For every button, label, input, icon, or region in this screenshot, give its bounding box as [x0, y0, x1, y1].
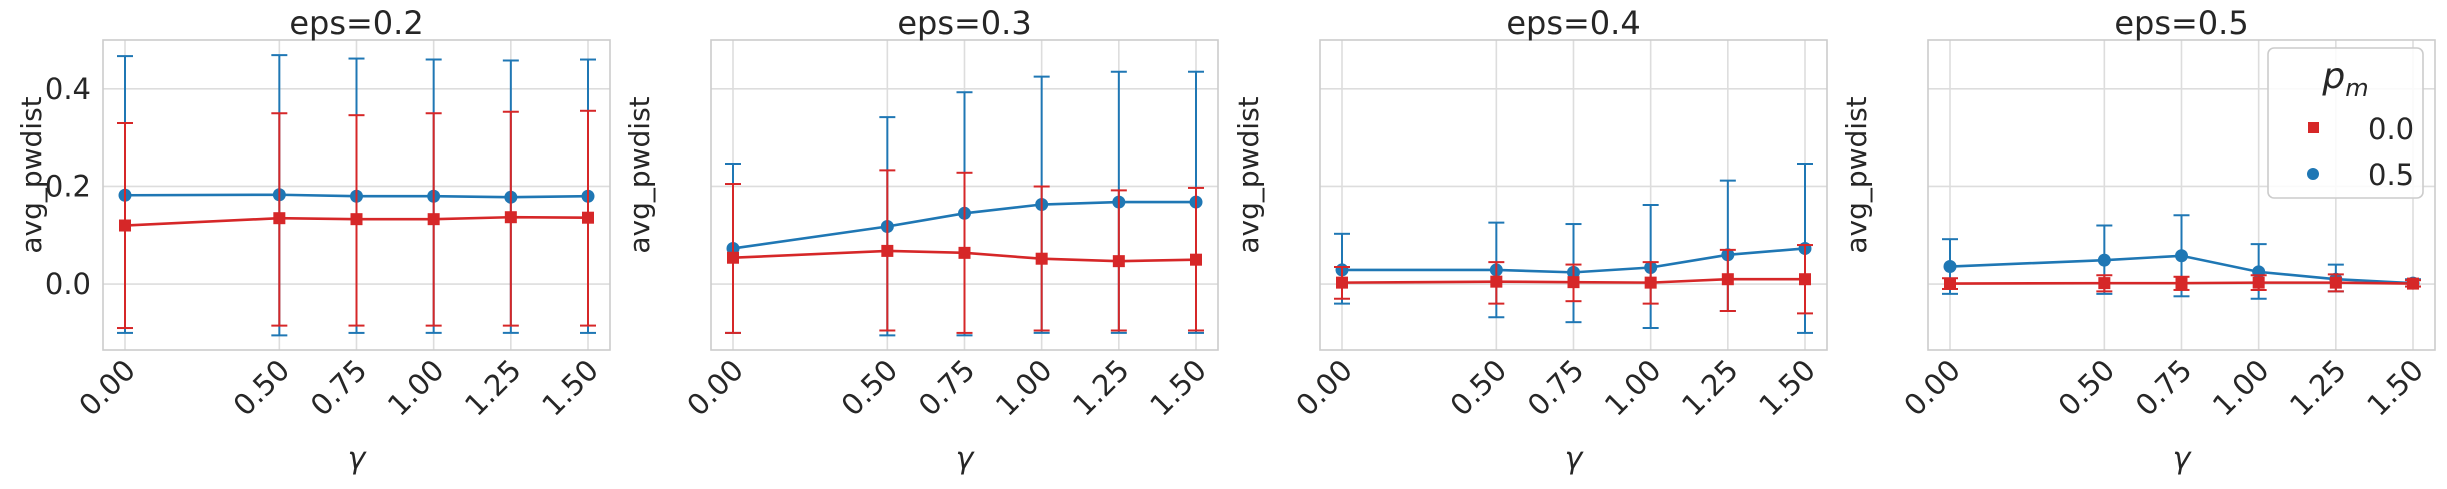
- series-0-0: [725, 169, 1204, 334]
- x-tick-label: 1.00: [2206, 353, 2276, 423]
- data-point-square: [1799, 273, 1811, 286]
- data-point-circle: [2097, 253, 2111, 267]
- x-tick-label: 0.50: [2052, 353, 2122, 423]
- x-axis-label: γ: [956, 441, 976, 476]
- x-tick-label: 0.00: [72, 353, 142, 423]
- data-point-square: [2098, 277, 2111, 290]
- panel-3: eps=0.4 avg_pwdist 0.00 0.50 0.75 1.00 1.25 1.5…: [1232, 4, 1828, 476]
- legend-marker-square: [2308, 122, 2319, 133]
- data-point-square: [2329, 276, 2342, 289]
- x-tick-label: 1.25: [2283, 353, 2353, 423]
- x-tick-label: 0.50: [227, 353, 297, 423]
- panel-title: eps=0.4: [1506, 4, 1640, 42]
- series-line: [1949, 281, 2414, 285]
- data-point-square: [2407, 277, 2419, 290]
- data-point-square: [504, 211, 517, 224]
- y-axis-label: avg_pwdist: [1232, 96, 1265, 253]
- data-point-square: [1112, 255, 1125, 268]
- panel-2: eps=0.3 avg_pwdist 0.00 0.50 0.75 1.00 1.25 1.5…: [623, 4, 1219, 476]
- panel-title: eps=0.5: [2114, 4, 2248, 42]
- data-point-circle: [2175, 249, 2188, 263]
- x-axis-label: γ: [2173, 441, 2193, 476]
- x-tick-label: 1.50: [1143, 353, 1213, 423]
- y-tick-label: 0.2: [45, 169, 91, 203]
- y-axis-label: avg_pwdist: [623, 96, 656, 253]
- series-line: [1341, 277, 1805, 284]
- x-tick-label: 1.00: [381, 353, 451, 423]
- series-line: [1342, 247, 1806, 274]
- data-point-square: [958, 246, 971, 259]
- x-tick-label: 0.50: [835, 353, 905, 423]
- data-point-square: [427, 213, 440, 226]
- x-tick-label: 1.50: [1752, 353, 1822, 423]
- panel-title: eps=0.3: [897, 4, 1031, 42]
- data-point-square: [1567, 276, 1580, 289]
- y-tick-label: 0.4: [45, 72, 91, 106]
- plot-frame: [1319, 39, 1828, 351]
- x-tick-label: 1.00: [1598, 353, 1668, 423]
- x-axis-label: γ: [1565, 441, 1585, 476]
- y-tick-label: 0.0: [45, 267, 91, 301]
- panel-title: eps=0.2: [289, 4, 423, 42]
- legend-title-subscript: m: [2345, 74, 2368, 102]
- x-tick-label: 0.00: [1289, 353, 1359, 423]
- data-point-square: [2252, 276, 2265, 289]
- y-axis-label: avg_pwdist: [1840, 96, 1873, 253]
- legend-marker-circle: [2307, 168, 2319, 180]
- x-tick-label: 1.00: [989, 353, 1059, 423]
- x-tick-label: 0.75: [1521, 353, 1591, 423]
- x-tick-label: 0.75: [912, 353, 982, 423]
- series-0-0: [1942, 273, 2421, 293]
- series-0-0: [1334, 244, 1813, 315]
- x-tick-label: 1.25: [458, 353, 528, 423]
- data-point-square: [881, 244, 894, 257]
- y-axis-label: avg_pwdist: [15, 96, 48, 253]
- data-point-square: [1721, 273, 1734, 286]
- data-point-square: [350, 213, 363, 226]
- plot-frame: [1927, 39, 2436, 351]
- legend-title: pm: [2321, 56, 2368, 102]
- data-point-square: [1644, 276, 1657, 289]
- data-point-square: [727, 251, 739, 264]
- x-axis-label: γ: [348, 441, 368, 476]
- plot-frame: [710, 39, 1219, 351]
- series-line: [1949, 254, 2414, 285]
- series-line: [732, 249, 1197, 263]
- data-point-square: [1490, 275, 1503, 288]
- legend-title-base: p: [2321, 56, 2345, 97]
- data-point-square: [1944, 277, 1956, 290]
- series-line: [732, 200, 1196, 250]
- x-tick-label: 1.50: [2360, 353, 2430, 423]
- x-tick-label: 1.25: [1675, 353, 1745, 423]
- plot-frame: [102, 39, 611, 351]
- x-tick-label: 0.75: [2129, 353, 2199, 423]
- series-line: [124, 215, 589, 227]
- data-point-square: [582, 211, 594, 224]
- x-tick-label: 1.50: [535, 353, 605, 423]
- panel-4: eps=0.5 avg_pwdist 0.00 0.50 0.75 1.00 1.25 1.5…: [1840, 4, 2436, 476]
- x-tick-label: 0.00: [1897, 353, 1967, 423]
- data-point-square: [273, 212, 286, 225]
- series-0-0: [117, 109, 596, 330]
- data-point-square: [1336, 276, 1348, 289]
- legend-box: [2267, 47, 2424, 199]
- legend-label: 0.0: [2368, 112, 2414, 146]
- series-line: [124, 193, 589, 199]
- x-tick-label: 1.25: [1066, 353, 1136, 423]
- data-point-square: [119, 219, 131, 232]
- x-tick-label: 0.75: [304, 353, 374, 423]
- data-point-square: [1035, 252, 1048, 265]
- x-tick-label: 0.00: [680, 353, 750, 423]
- legend-label: 0.5: [2368, 158, 2414, 192]
- data-point-square: [2175, 277, 2188, 290]
- data-point-circle: [1943, 260, 1957, 274]
- legend: pm0.0 0.5: [2267, 47, 2424, 199]
- data-point-square: [1190, 253, 1202, 266]
- x-tick-label: 0.50: [1444, 353, 1514, 423]
